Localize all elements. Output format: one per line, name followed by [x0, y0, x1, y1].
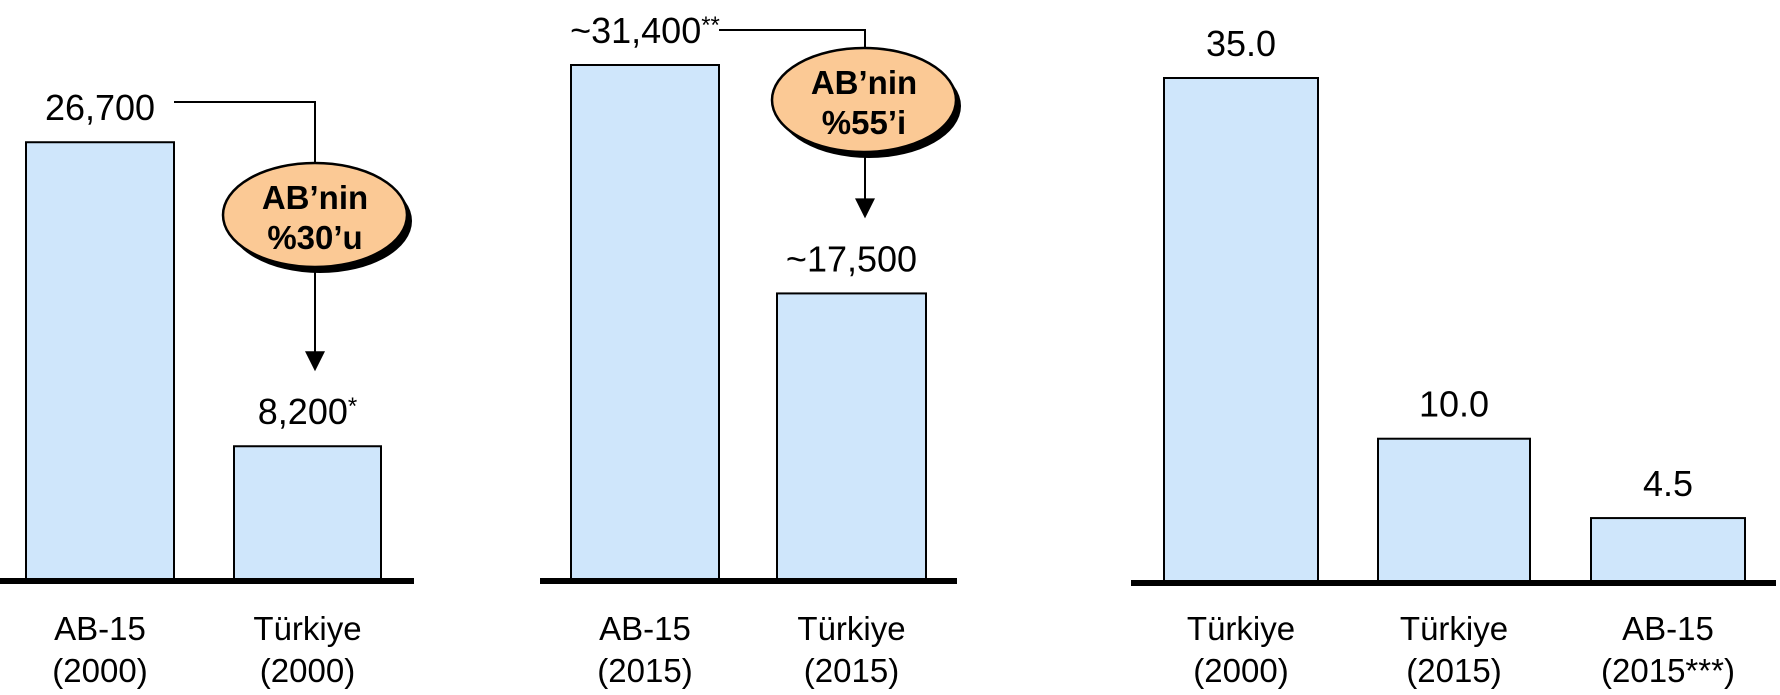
category-label: AB-15 — [1622, 610, 1714, 647]
bar-2 — [776, 292, 927, 582]
arrow-down-icon — [855, 198, 875, 219]
value-label: 4.5 — [1643, 463, 1693, 504]
value-label: 10.0 — [1419, 384, 1489, 425]
category-label: (2015) — [597, 652, 692, 689]
category-label: (2000) — [52, 652, 147, 689]
share-bubble-text: AB’nin — [262, 179, 368, 216]
connector-line — [174, 101, 316, 165]
value-label: 8,200* — [258, 391, 357, 432]
bar-2 — [1377, 437, 1531, 585]
chart-1: 26,700 AB-15 (2000) 8,200* Türkiye (2000) AB’n… — [0, 87, 414, 689]
value-label: ~31,400** — [570, 10, 720, 51]
connector-line — [719, 29, 866, 50]
bar-2 — [233, 445, 382, 582]
bar-1 — [25, 141, 175, 583]
share-callout: AB’nin%55’i — [719, 29, 961, 219]
arrow-down-icon — [305, 351, 325, 372]
share-bubble — [770, 46, 958, 154]
share-bubble-text: AB’nin — [811, 64, 917, 101]
value-label: ~17,500 — [786, 238, 917, 279]
category-label: AB-15 — [599, 610, 691, 647]
category-label: Türkiye — [1400, 610, 1508, 647]
category-label: Türkiye — [797, 610, 905, 647]
bar-3 — [1590, 517, 1746, 584]
category-label: AB-15 — [54, 610, 146, 647]
category-label: (2015***) — [1601, 652, 1735, 689]
category-label: (2000) — [1193, 652, 1288, 689]
bar-1 — [1163, 77, 1319, 584]
value-label: 26,700 — [45, 87, 155, 128]
share-bubble-text: %30’u — [267, 219, 362, 256]
bar-1 — [570, 64, 720, 582]
share-callout: AB’nin%30’u — [174, 101, 412, 372]
category-label: (2000) — [260, 652, 355, 689]
value-label: 35.0 — [1206, 23, 1276, 64]
chart-2: ~31,400** AB-15 (2015) ~17,500 Türkiye (2015)… — [540, 10, 961, 689]
category-label: (2015) — [1406, 652, 1501, 689]
share-bubble — [221, 161, 409, 269]
share-bubble-text: %55’i — [822, 104, 906, 141]
chart-3: 35.0 Türkiye (2000) 10.0 Türkiye (2015) 4.5 AB-… — [1131, 23, 1776, 689]
category-label: Türkiye — [253, 610, 361, 647]
category-label: Türkiye — [1187, 610, 1295, 647]
category-label: (2015) — [804, 652, 899, 689]
